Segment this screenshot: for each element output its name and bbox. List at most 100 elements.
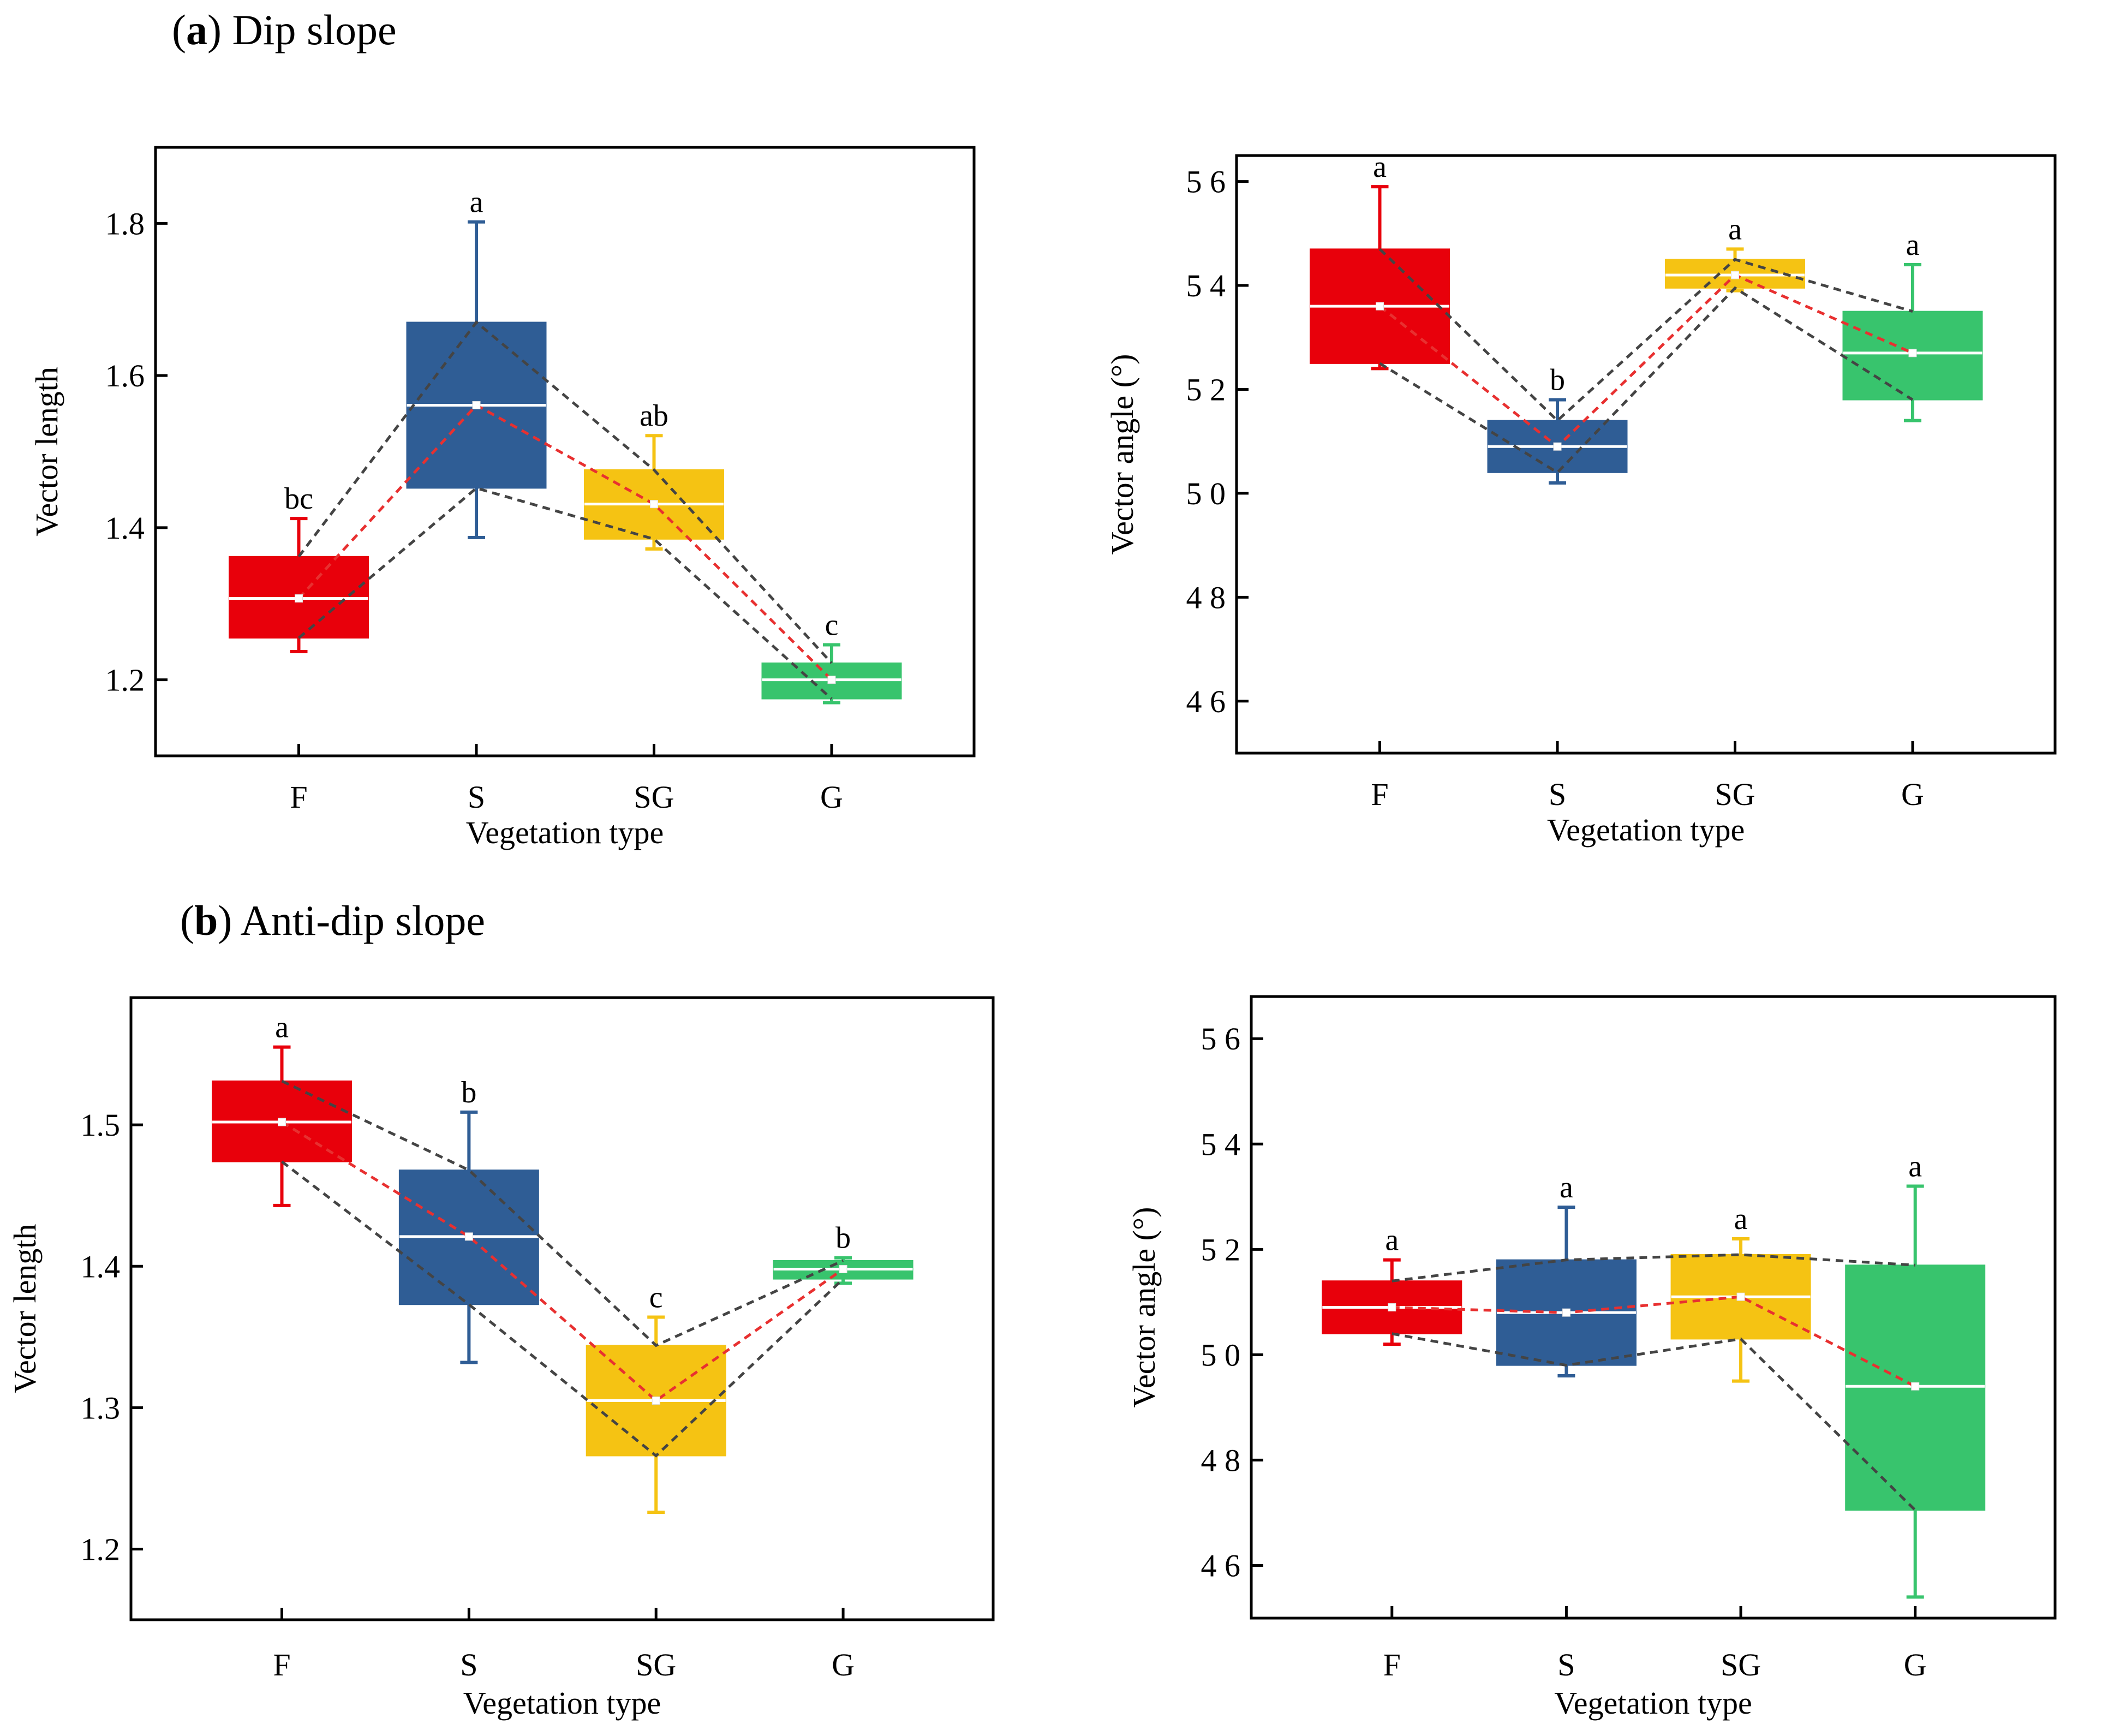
y-axis-title: Vector angle (°) — [1126, 1207, 1162, 1408]
y-tick-label: 4 8 — [1201, 1442, 1241, 1478]
y-tick-label: 1.3 — [81, 1390, 121, 1425]
y-tick-label: 1.4 — [81, 1249, 121, 1284]
mean-marker-F — [295, 594, 303, 602]
x-axis-title: Vegetation type — [466, 815, 664, 850]
y-tick-label: 5 6 — [1201, 1021, 1241, 1057]
plot-frame — [1235, 154, 2057, 755]
mean-marker-SG — [652, 1396, 660, 1405]
plot-frame — [129, 996, 995, 1621]
q3-connector-line — [1378, 248, 1913, 423]
x-tick-label: F — [273, 1647, 290, 1683]
y-tick-label: 5 6 — [1186, 164, 1226, 200]
y-tick-label: 1.2 — [81, 1531, 121, 1567]
significance-letter-SG: a — [1728, 212, 1742, 246]
y-tick-label: 5 2 — [1201, 1232, 1241, 1267]
chart-b-vector-length: 1.2 1.3 1.4 1.5 F S SG G Vegetation type Vector l… — [7, 996, 995, 1721]
mean-marker-F — [1376, 302, 1384, 311]
mean-connector-line — [281, 1120, 844, 1403]
y-tick-label: 4 6 — [1186, 684, 1226, 719]
y-tick-label: 5 4 — [1186, 268, 1226, 303]
panel-b-title: Anti-dip slope — [240, 897, 486, 944]
chart-a-vector-length: 1.2 1.4 1.6 1.8 F S SG G Vegetation type Vector l… — [29, 146, 976, 850]
x-tick-label: G — [820, 779, 843, 815]
x-axis-title: Vegetation type — [463, 1685, 661, 1721]
mean-marker-G — [839, 1264, 847, 1273]
panel-b-label: (b) Anti-dip slope — [180, 897, 486, 944]
x-tick-label: S — [460, 1647, 477, 1683]
chart-a-vector-angle: 4 6 4 8 5 0 5 2 5 4 5 6 F S SG G Vegetation type Ve… — [1104, 150, 2057, 848]
significance-letter-S: a — [470, 186, 483, 219]
y-tick-label: 5 2 — [1186, 372, 1226, 407]
x-axis-title: Vegetation type — [1554, 1685, 1752, 1721]
mean-marker-S — [472, 401, 481, 409]
significance-letter-G: a — [1906, 228, 1920, 262]
q3-connector-line — [281, 1079, 844, 1347]
significance-letter-SG: a — [1734, 1202, 1748, 1236]
q1-connector-line — [280, 1160, 844, 1458]
y-tick-label: 1.6 — [105, 358, 145, 393]
significance-letter-G: a — [1908, 1149, 1922, 1183]
x-tick-label: F — [290, 779, 307, 815]
x-axis-title: Vegetation type — [1547, 812, 1745, 848]
x-tick-label: G — [1904, 1647, 1927, 1683]
y-tick-label: 1.8 — [105, 206, 145, 241]
y-tick-label: 4 8 — [1186, 580, 1226, 615]
q1-connector-line — [297, 486, 833, 700]
y-tick-label: 5 0 — [1201, 1337, 1241, 1373]
y-axis-title: Vector angle (°) — [1104, 354, 1140, 555]
significance-letter-F: a — [275, 1011, 289, 1045]
significance-letter-SG: c — [649, 1281, 663, 1315]
x-tick-label: S — [1557, 1647, 1575, 1683]
significance-letter-S: b — [461, 1076, 476, 1109]
mean-marker-G — [827, 676, 836, 684]
panel-b-letter: b — [194, 897, 218, 944]
mean-marker-G — [1911, 1382, 1920, 1391]
q1-connector-line — [1392, 1332, 1916, 1511]
mean-marker-S — [1553, 442, 1562, 451]
x-tick-label: F — [1371, 777, 1388, 812]
x-tick-label: SG — [1721, 1647, 1761, 1683]
significance-letter-S: b — [1550, 363, 1565, 397]
mean-marker-G — [1908, 349, 1917, 357]
mean-marker-SG — [1736, 1292, 1745, 1301]
mean-marker-S — [1562, 1308, 1570, 1317]
chart-b-vector-angle: 4 6 4 8 5 0 5 2 5 4 5 6 F S SG G Vegetation type Ve… — [1126, 995, 2057, 1721]
mean-connector-line — [1378, 273, 1914, 449]
y-tick-label: 4 6 — [1201, 1548, 1241, 1583]
mean-marker-S — [464, 1232, 473, 1241]
significance-letter-SG: ab — [640, 399, 668, 433]
y-tick-label: 5 0 — [1186, 476, 1226, 511]
y-axis-title: Vector length — [7, 1224, 43, 1394]
x-tick-label: S — [1549, 777, 1566, 812]
y-tick-label: 1.4 — [105, 510, 145, 546]
x-tick-label: G — [832, 1647, 855, 1683]
plot-frame — [154, 146, 976, 757]
significance-letter-G: c — [825, 609, 839, 642]
significance-letter-S: a — [1560, 1171, 1573, 1204]
significance-letter-F: bc — [284, 482, 313, 516]
panel-a-letter: a — [186, 6, 207, 53]
x-tick-label: G — [1901, 777, 1924, 812]
significance-letter-F: a — [1373, 150, 1387, 184]
panel-a-label: (a) Dip slope — [172, 6, 397, 53]
x-tick-label: F — [1383, 1647, 1401, 1683]
y-axis-title: Vector length — [29, 367, 64, 536]
panel-a-title: Dip slope — [232, 6, 397, 53]
mean-marker-F — [1388, 1303, 1396, 1311]
q3-connector-line — [297, 320, 833, 664]
x-tick-label: S — [468, 779, 485, 815]
mean-marker-F — [278, 1118, 286, 1126]
y-tick-label: 5 4 — [1201, 1126, 1241, 1162]
x-tick-label: SG — [634, 779, 674, 815]
mean-marker-SG — [1731, 271, 1739, 279]
plot-frame — [1250, 995, 2057, 1620]
mean-connector-line — [297, 403, 833, 681]
mean-connector-line — [1392, 1295, 1916, 1388]
x-tick-label: SG — [636, 1647, 676, 1683]
x-tick-label: SG — [1715, 777, 1755, 812]
y-tick-label: 1.5 — [81, 1107, 121, 1143]
significance-letter-G: b — [835, 1221, 851, 1255]
q1-connector-line — [1379, 286, 1914, 475]
mean-marker-SG — [650, 500, 658, 509]
